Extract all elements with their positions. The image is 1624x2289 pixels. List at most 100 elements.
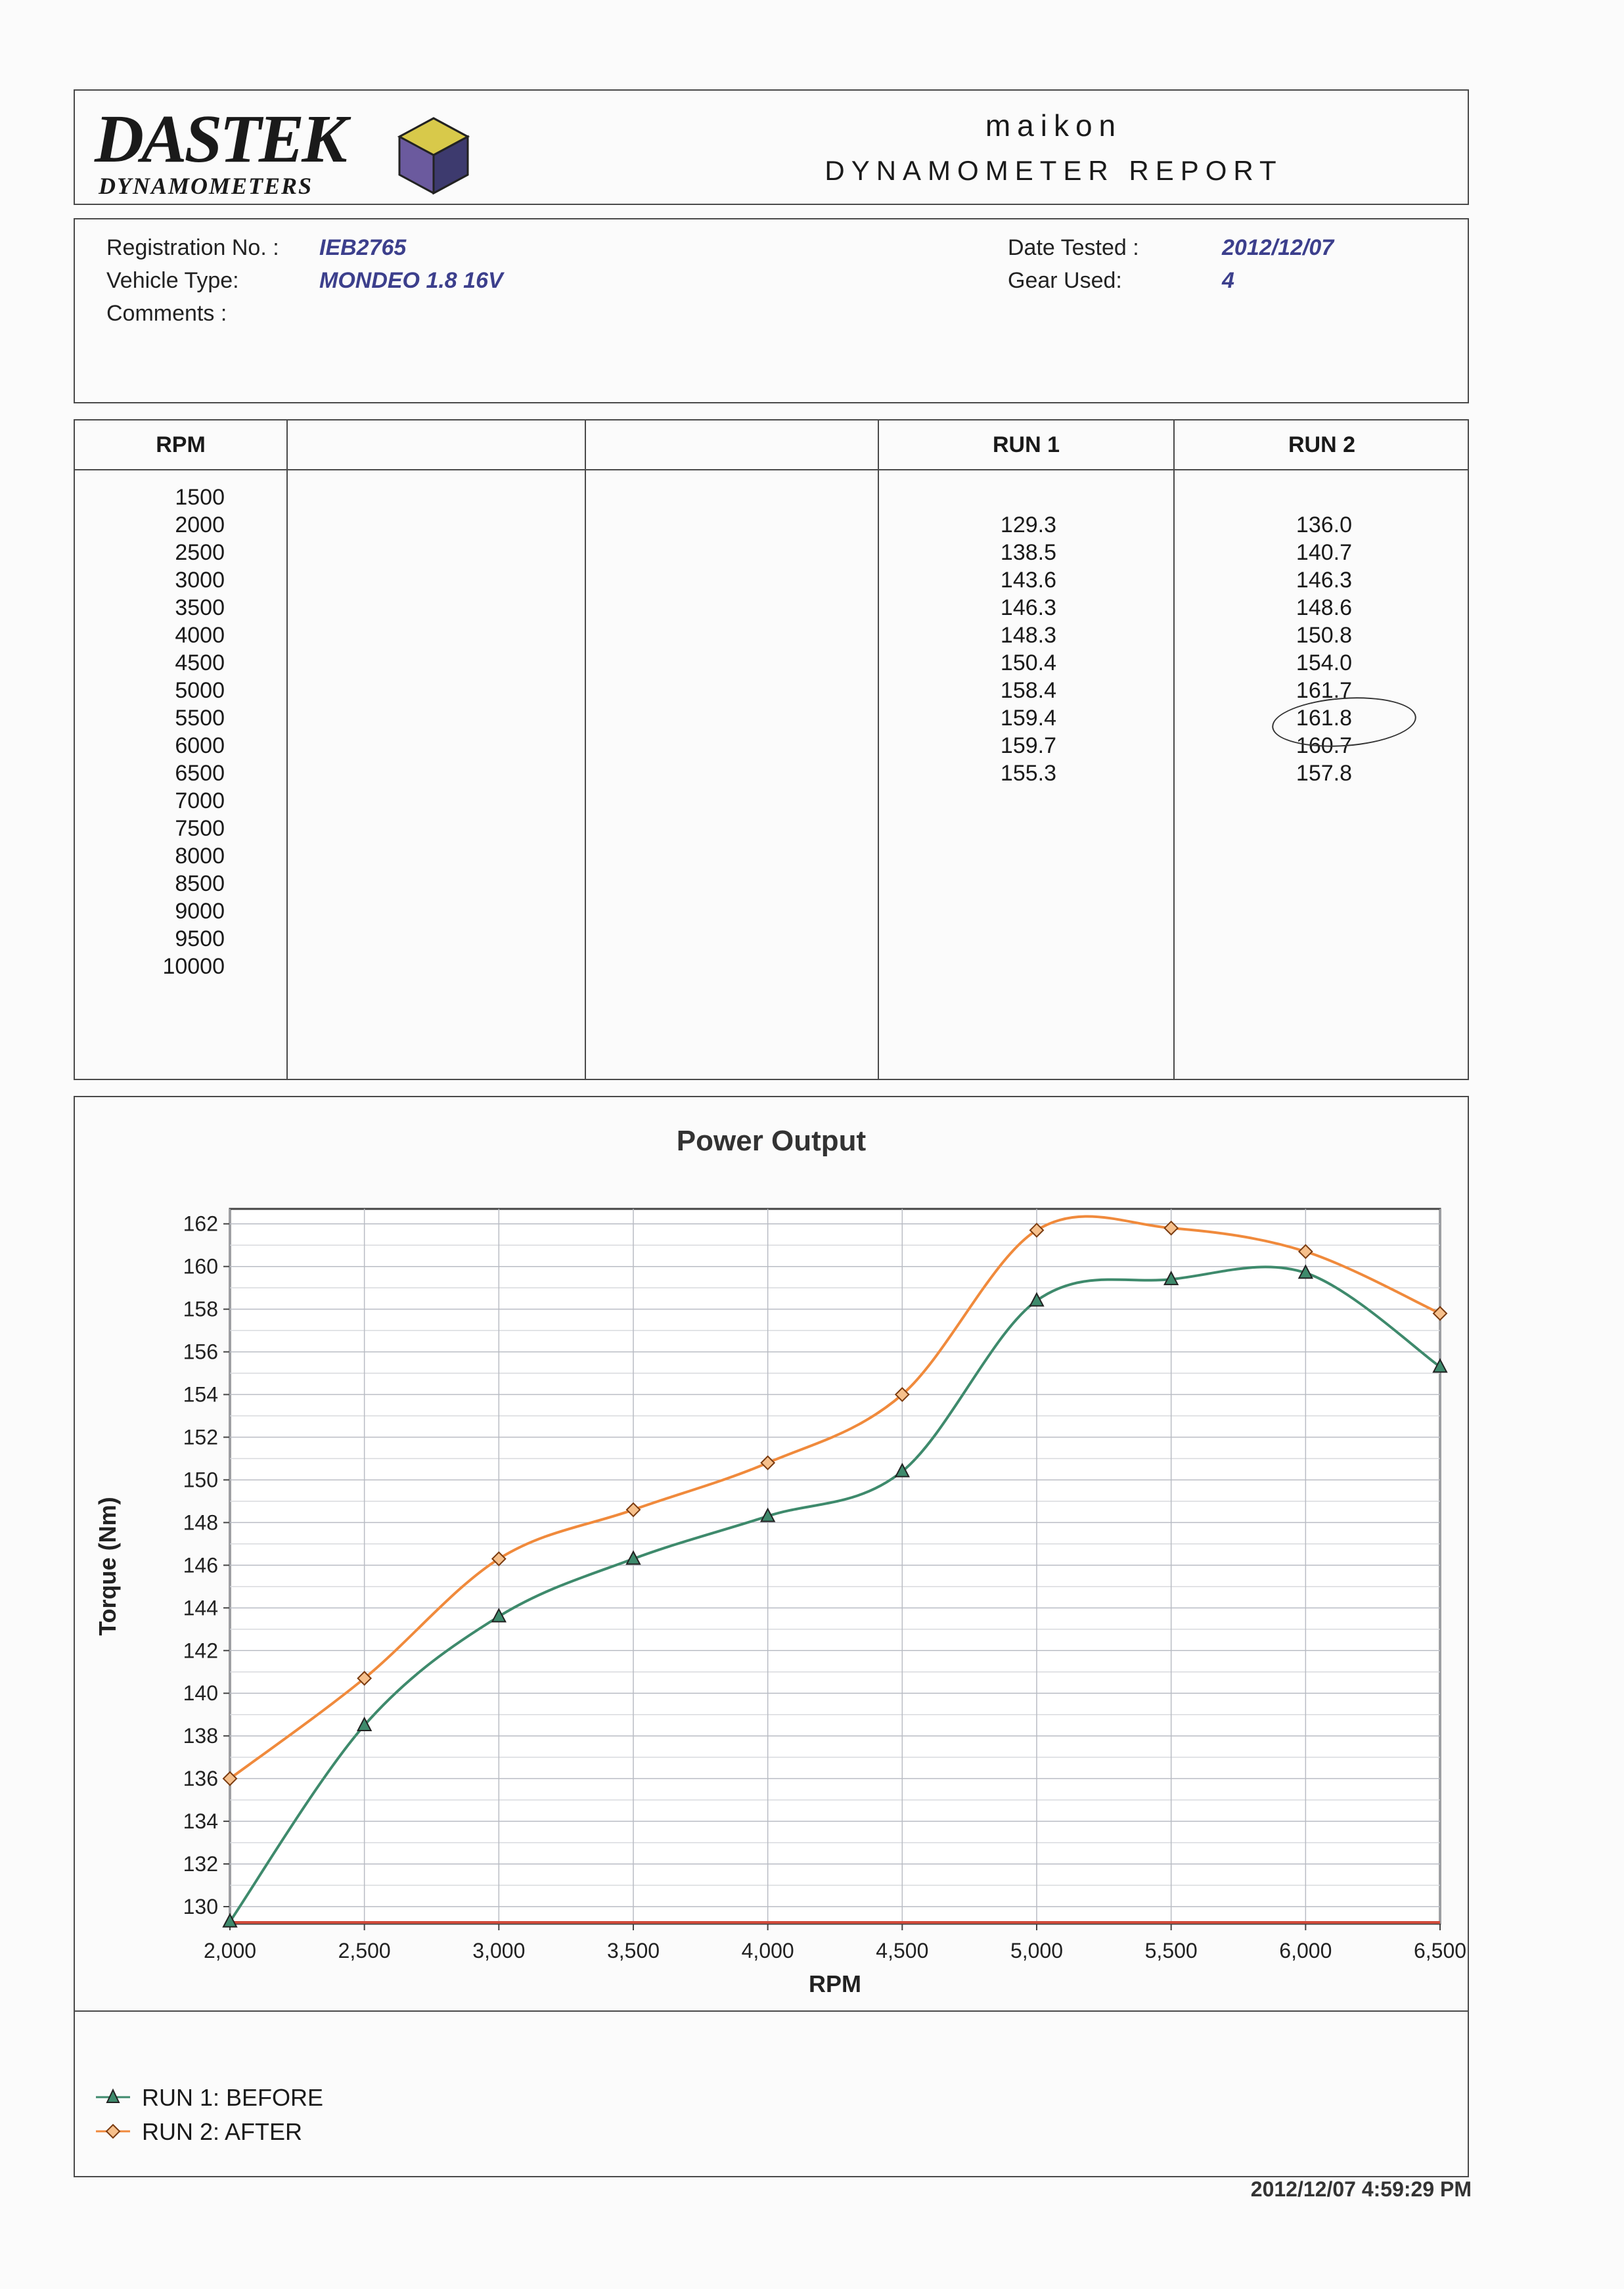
rpm-cell: 9000 <box>175 899 225 924</box>
run1-cell: 150.4 <box>1000 650 1056 675</box>
gear-used-label: Gear Used: <box>1008 268 1122 293</box>
run2-cell: 150.8 <box>1296 623 1352 648</box>
data-point-run2 <box>1029 1223 1045 1238</box>
chart-panel: Power Output 130 132 134 136 138 140 142 144 146… <box>74 1096 1469 2177</box>
run1-cell: 143.6 <box>1000 568 1056 593</box>
data-point-run2 <box>357 1671 372 1686</box>
y-tick-label: 142 <box>183 1639 218 1662</box>
run2-cell: 154.0 <box>1296 650 1352 675</box>
run2-cell <box>1284 953 1352 980</box>
data-point-run2 <box>894 1387 910 1402</box>
results-table: RPM RUN 1 RUN 2 1500 2000 2500 3000 3500 4000… <box>74 419 1469 1080</box>
run2-cell: 140.7 <box>1296 540 1352 565</box>
run1-cell <box>988 953 1056 980</box>
run1-cell <box>988 870 1056 897</box>
run1-column: 129.3 138.5 143.6 146.3 148.3 150.4 158.4 159.4… <box>988 484 1056 980</box>
rpm-cell: 2500 <box>175 540 225 565</box>
gear-used-value: 4 <box>1222 268 1234 293</box>
table-col-divider <box>878 420 879 1079</box>
rpm-cell: 6500 <box>175 761 225 786</box>
run1-cell: 155.3 <box>1000 761 1056 786</box>
x-axis-label: RPM <box>809 1970 861 1997</box>
y-tick-label: 132 <box>183 1852 218 1876</box>
rpm-cell: 7500 <box>175 816 225 841</box>
data-point-run1 <box>357 1716 372 1731</box>
y-tick-label: 162 <box>183 1212 218 1236</box>
data-point-run1 <box>222 1913 238 1928</box>
run2-cell <box>1284 484 1352 511</box>
y-tick-label: 150 <box>183 1468 218 1491</box>
y-tick-label: 144 <box>183 1596 218 1620</box>
x-tick-label: 5,000 <box>1010 1939 1063 1962</box>
diamond-marker-icon <box>96 2123 130 2139</box>
table-col-divider <box>585 420 586 1079</box>
run2-cell <box>1284 925 1352 953</box>
data-point-run2 <box>1297 1244 1313 1259</box>
data-point-run2 <box>1163 1220 1179 1236</box>
x-tick-label: 5,500 <box>1145 1939 1198 1962</box>
x-tick-label: 6,000 <box>1279 1939 1332 1962</box>
data-point-run2 <box>625 1502 641 1518</box>
rpm-cell: 3500 <box>175 595 225 620</box>
run2-cell: 148.6 <box>1296 595 1352 620</box>
data-point-run1 <box>760 1507 776 1522</box>
y-tick-label: 152 <box>183 1426 218 1449</box>
chart-title: Power Output <box>676 1125 867 1157</box>
x-tick-label: 2,000 <box>204 1939 256 1962</box>
series-line-run1 <box>229 1265 1441 1922</box>
rpm-cell: 4000 <box>175 623 225 648</box>
run2-cell: 157.8 <box>1296 761 1352 786</box>
data-point-run1 <box>1432 1358 1448 1373</box>
y-tick-label: 156 <box>183 1340 218 1364</box>
data-point-run1 <box>625 1550 641 1565</box>
triangle-marker-icon <box>96 2088 130 2103</box>
comments-label: Comments : <box>106 301 227 326</box>
data-point-run2 <box>222 1771 238 1786</box>
report-header: DASTEK DYNAMOMETERS maikon DYNAMOMETER R… <box>74 89 1469 205</box>
logo-wordmark: DASTEK <box>95 101 348 177</box>
y-tick-label: 136 <box>183 1767 218 1790</box>
run2-cell: 136.0 <box>1296 512 1352 537</box>
data-point-run1 <box>1029 1292 1045 1307</box>
rpm-cell: 2000 <box>175 512 225 537</box>
run2-column: 136.0 140.7 146.3 148.6 150.8 154.0 161.7 161.8… <box>1284 484 1352 980</box>
registration-value: IEB2765 <box>319 235 407 260</box>
x-tick-label: 3,000 <box>472 1939 525 1962</box>
data-point-run1 <box>1297 1264 1313 1279</box>
x-tick-label: 4,000 <box>742 1939 794 1962</box>
rpm-cell: 6000 <box>175 733 225 758</box>
run2-cell <box>1284 842 1352 870</box>
x-tick-label: 2,500 <box>338 1939 391 1962</box>
rpm-column-header: RPM <box>156 432 206 457</box>
data-point-run1 <box>491 1608 507 1623</box>
run1-cell <box>988 787 1056 815</box>
y-tick-label: 158 <box>183 1298 218 1321</box>
legend-label-run1: RUN 1: BEFORE <box>142 2084 324 2111</box>
y-tick-label: 148 <box>183 1510 218 1534</box>
rpm-cell: 5500 <box>175 706 225 731</box>
data-point-run2 <box>1432 1305 1448 1321</box>
run1-cell: 138.5 <box>1000 540 1056 565</box>
legend-label-run2: RUN 2: AFTER <box>142 2118 303 2145</box>
run2-cell: 161.7 <box>1296 678 1352 703</box>
run1-column-header: RUN 1 <box>992 432 1060 457</box>
run1-cell: 129.3 <box>1000 512 1056 537</box>
rpm-column: 1500 2000 2500 3000 3500 4000 4500 5000 5500 6000… <box>154 484 225 980</box>
rpm-cell: 5000 <box>175 678 225 703</box>
company-name: maikon <box>985 108 1123 143</box>
logo-cube-icon <box>397 117 470 194</box>
table-col-divider <box>286 420 288 1079</box>
date-tested-label: Date Tested : <box>1008 235 1139 260</box>
x-tick-label: 4,500 <box>876 1939 928 1962</box>
y-tick-label: 140 <box>183 1681 218 1705</box>
run1-cell <box>988 815 1056 842</box>
legend-divider <box>75 2010 1468 2012</box>
rpm-cell: 7000 <box>175 788 225 813</box>
run1-cell <box>988 842 1056 870</box>
run2-cell <box>1284 870 1352 897</box>
x-tick-label: 6,500 <box>1414 1939 1466 1962</box>
dastek-logo: DASTEK DYNAMOMETERS <box>95 101 470 199</box>
y-tick-label: 134 <box>183 1809 218 1833</box>
registration-label: Registration No. : <box>106 235 279 260</box>
data-point-run2 <box>760 1455 776 1470</box>
